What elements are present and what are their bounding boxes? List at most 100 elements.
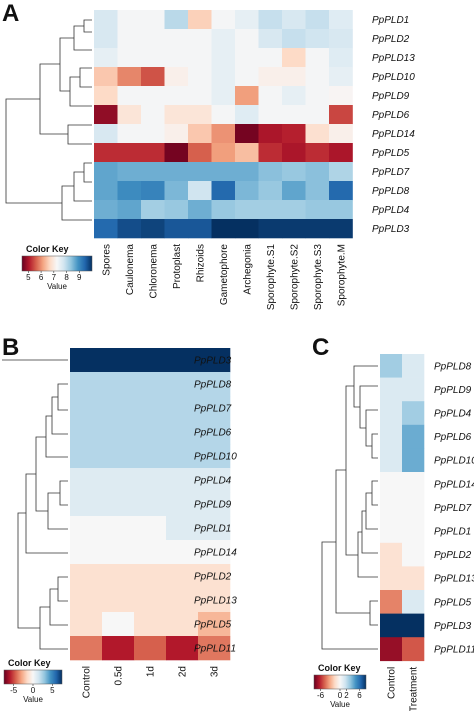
heatmap-cell — [188, 219, 212, 239]
heatmap-cell — [188, 124, 212, 144]
heatmap-cell — [198, 444, 231, 469]
heatmap-cell — [402, 448, 425, 473]
heatmap-cell — [70, 588, 103, 613]
row-label: PpPLD3 — [194, 356, 232, 367]
heatmap-cell — [282, 48, 306, 68]
heatmap-cell — [402, 613, 425, 638]
heatmap-cell — [329, 86, 353, 106]
heatmap-cell — [70, 348, 103, 373]
heatmap-cell — [305, 181, 330, 201]
color-key-value-label: Value — [47, 282, 67, 291]
heatmap-cell — [94, 162, 118, 182]
heatmap-cell — [211, 124, 236, 144]
heatmap-cell — [164, 143, 189, 163]
heatmap-cell — [235, 200, 259, 220]
heatmap-cell — [282, 219, 306, 239]
heatmap-cell — [211, 48, 236, 68]
heatmap-cell — [141, 10, 165, 30]
heatmap-cell — [188, 200, 212, 220]
panel-a-heatmap: PpPLD1 PpPLD2 PpPLD13 PpPLD10 PpPLD9 PpPLD6 Pp… — [21, 10, 415, 311]
heatmap-cell — [134, 612, 167, 637]
heatmap-cell — [134, 564, 167, 589]
heatmap-cell — [198, 372, 231, 397]
heatmap-cell — [70, 564, 103, 589]
heatmap-cell — [258, 67, 283, 87]
heatmap-cell — [141, 181, 165, 201]
heatmap-cell — [102, 564, 135, 589]
heatmap-cell — [198, 612, 231, 637]
heatmap-cell — [102, 516, 135, 541]
heatmap-cell — [141, 200, 165, 220]
heatmap-cell — [117, 200, 142, 220]
row-label: PpPLD7 — [434, 503, 472, 514]
heatmap-cell — [282, 86, 306, 106]
heatmap-cell — [117, 10, 142, 30]
column-label: 3d — [210, 666, 221, 677]
heatmap-cell — [188, 48, 212, 68]
color-key-tick-label: 2 — [344, 691, 349, 700]
panel-c-heatmap: PpPLD8PpPLD9PpPLD4PpPLD6PpPLD10PpPLD14Pp… — [313, 354, 474, 711]
heatmap-cell — [211, 162, 236, 182]
heatmap-cell — [258, 162, 283, 182]
heatmap-cell — [282, 10, 306, 30]
heatmap-cell — [166, 372, 199, 397]
heatmap-cell — [166, 468, 199, 493]
heatmap-cell — [141, 219, 165, 239]
heatmap-cell — [70, 516, 103, 541]
heatmap-cell — [102, 540, 135, 565]
heatmap-cell — [70, 396, 103, 421]
heatmap-cell — [134, 396, 167, 421]
heatmap-cell — [94, 86, 118, 106]
heatmap-cell — [164, 67, 189, 87]
row-label: PpPLD13 — [372, 53, 415, 64]
heatmap-cell — [117, 86, 142, 106]
heatmap-cell — [402, 590, 425, 614]
heatmap-cell — [102, 492, 135, 517]
heatmap-cell — [402, 542, 425, 567]
row-label: PpPLD5 — [194, 620, 232, 631]
heatmap-cell — [164, 162, 189, 182]
heatmap-cell — [198, 420, 231, 445]
heatmap-cell — [94, 10, 118, 30]
heatmap-cell — [94, 105, 118, 125]
heatmap-cell — [141, 67, 165, 87]
heatmap-cell — [166, 444, 199, 469]
heatmap-cell — [70, 540, 103, 565]
heatmap-cell — [258, 143, 283, 163]
color-key-value-label: Value — [23, 695, 43, 704]
heatmap-cell — [380, 377, 403, 402]
row-label: PpPLD9 — [434, 385, 472, 396]
row-label: PpPLD10 — [194, 452, 237, 463]
heatmap-cell — [282, 124, 306, 144]
color-key-tick-label: -6 — [317, 691, 325, 700]
heatmap-cell — [188, 162, 212, 182]
heatmap-cell — [117, 48, 142, 68]
color-key-tick-label: 5 — [26, 273, 31, 282]
heatmap-cell — [166, 564, 199, 589]
row-label: PpPLD3 — [434, 621, 472, 632]
row-label: PpPLD9 — [372, 91, 410, 102]
heatmap-cell — [198, 396, 231, 421]
row-label: PpPLD1 — [372, 15, 409, 26]
heatmap-cell — [166, 636, 199, 661]
heatmap-cell — [94, 124, 118, 144]
heatmap-cell — [198, 492, 231, 517]
color-key-value-label: Value — [330, 700, 350, 709]
heatmap-cell — [134, 492, 167, 517]
heatmap-cell — [380, 448, 403, 473]
column-label: Sporophyte.S3 — [313, 244, 324, 311]
heatmap-cell — [164, 124, 189, 144]
heatmap-cell — [102, 396, 135, 421]
column-label: Control — [387, 667, 398, 699]
heatmap-cell — [188, 29, 212, 49]
heatmap-cell — [117, 181, 142, 201]
heatmap-cell — [164, 181, 189, 201]
color-key: Color Key 5 6 7 8 9 Value — [21, 244, 93, 291]
column-label: Sporophyte.M — [336, 244, 347, 306]
heatmap-cell — [166, 612, 199, 637]
heatmap-cell — [305, 105, 330, 125]
heatmap-cell — [329, 124, 353, 144]
heatmap-cell — [380, 542, 403, 567]
heatmap-cell — [198, 636, 231, 661]
heatmap-cell — [198, 564, 231, 589]
